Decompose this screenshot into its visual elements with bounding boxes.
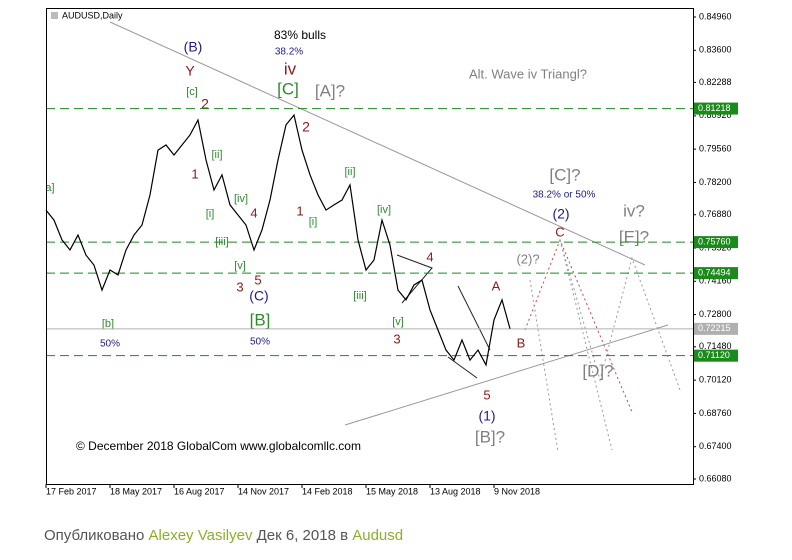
level-label-box bbox=[694, 267, 738, 280]
wave-label: (C) bbox=[249, 288, 268, 304]
level-label: 0.71120 bbox=[698, 350, 730, 360]
projection bbox=[559, 239, 681, 391]
wave-label: [b] bbox=[102, 318, 114, 330]
wave-label: 2 bbox=[302, 119, 310, 135]
wave-label: 38.2% or 50% bbox=[533, 190, 596, 201]
level-label-box bbox=[694, 322, 738, 335]
x-tick-label: 13 Aug 2018 bbox=[430, 486, 481, 496]
wedge bbox=[457, 285, 491, 351]
y-tick-label: 0.76880 bbox=[699, 209, 732, 219]
wave-label: 3 bbox=[236, 279, 243, 294]
y-tick-label: 0.79560 bbox=[699, 144, 732, 154]
y-tick-label: 0.70120 bbox=[699, 375, 732, 385]
wave-label: Alt. Wave iv Triangl? bbox=[469, 66, 587, 81]
level-label: 0.74494 bbox=[698, 267, 731, 277]
wave-label: [ii] bbox=[212, 149, 223, 161]
wedge bbox=[396, 254, 433, 304]
wave-label: C bbox=[555, 224, 564, 239]
level-label-box bbox=[694, 102, 738, 115]
level-label: 0.75760 bbox=[698, 237, 731, 247]
wave-label: [A]? bbox=[315, 81, 345, 100]
x-tick-label: 14 Nov 2017 bbox=[238, 486, 289, 496]
wave-label: Y bbox=[185, 63, 195, 79]
wave-label: [D]? bbox=[582, 361, 613, 380]
wave-label: [c] bbox=[186, 86, 198, 98]
wave-label: 50% bbox=[100, 339, 120, 350]
y-tick-label: 0.68760 bbox=[699, 408, 732, 418]
drawings bbox=[109, 21, 681, 453]
y-tick-label: 0.80920 bbox=[699, 110, 732, 120]
wave-label: (B) bbox=[184, 39, 203, 55]
wedge bbox=[447, 356, 478, 379]
wave-label: [B]? bbox=[475, 427, 505, 446]
y-tick-label: 0.66080 bbox=[699, 473, 732, 483]
y-tick-label: 0.67400 bbox=[699, 441, 732, 451]
y-tick-label: 0.71480 bbox=[699, 341, 732, 351]
y-tick-label: 0.78200 bbox=[699, 177, 732, 187]
projection bbox=[559, 239, 613, 451]
x-tick-label: 14 Feb 2018 bbox=[302, 486, 353, 496]
level-label-box bbox=[694, 349, 738, 362]
wave-label: iv? bbox=[623, 201, 645, 220]
wave-label: [C]? bbox=[549, 165, 580, 184]
wave-label: 1 bbox=[296, 203, 303, 218]
x-tick-label: 9 Nov 2018 bbox=[494, 486, 540, 496]
wave-label: [iv] bbox=[377, 204, 391, 216]
wave-label: [E]? bbox=[619, 227, 649, 246]
wave-label: (2)? bbox=[516, 251, 539, 266]
footer-date: Дек 6, 2018 в bbox=[257, 527, 348, 544]
x-tick-label: 16 Aug 2017 bbox=[174, 486, 225, 496]
symbol-icon bbox=[51, 12, 58, 19]
wave-label: iv bbox=[284, 59, 297, 78]
projection bbox=[529, 279, 559, 453]
wave-label: 5 bbox=[483, 387, 490, 402]
plot-frame bbox=[46, 8, 694, 485]
wave-label: [v] bbox=[392, 316, 404, 328]
lower-trendline bbox=[344, 324, 669, 426]
wave-label: [B] bbox=[250, 310, 271, 329]
level-label: 0.72215 bbox=[698, 323, 731, 333]
wave-label: [C] bbox=[277, 79, 299, 98]
wave-label: [iii] bbox=[353, 290, 366, 302]
wave-label: [iv] bbox=[234, 193, 248, 205]
wave-label: [i] bbox=[309, 216, 318, 228]
wave-label: 3 bbox=[393, 331, 400, 346]
wave-label: 2 bbox=[201, 96, 209, 112]
y-tick-label: 0.84960 bbox=[699, 11, 732, 21]
x-tick-label: 15 May 2018 bbox=[366, 486, 418, 496]
wave-label: (2) bbox=[552, 206, 569, 222]
y-tick-label: 0.82288 bbox=[699, 77, 732, 87]
chart-title: AUDUSD,Daily bbox=[62, 10, 123, 20]
upper-trendline bbox=[109, 21, 646, 266]
wave-label: (1) bbox=[478, 408, 495, 424]
y-tick-label: 0.83600 bbox=[699, 45, 732, 55]
copyright: © December 2018 GlobalCom www.globalcoml… bbox=[76, 439, 361, 453]
footer-author[interactable]: Alexey Vasilyev bbox=[149, 527, 253, 544]
wave-label: a] bbox=[45, 182, 54, 194]
wave-label: 38.2% bbox=[275, 47, 303, 58]
wave-label: 50% bbox=[250, 337, 270, 348]
footer-link[interactable]: Audusd bbox=[352, 527, 403, 544]
wave-label: 5 bbox=[254, 272, 261, 287]
wave-label: A bbox=[492, 278, 501, 293]
wave-label: [i] bbox=[206, 208, 215, 220]
footer-prefix: Опубликовано bbox=[44, 527, 144, 544]
x-tick-label: 17 Feb 2017 bbox=[46, 486, 97, 496]
wave-label: [ii] bbox=[345, 166, 356, 178]
footer: Опубликовано Alexey Vasilyev Дек 6, 2018… bbox=[44, 527, 403, 544]
wave-label: 1 bbox=[191, 166, 198, 181]
wave-label: 4 bbox=[426, 249, 433, 264]
price-line bbox=[45, 113, 511, 367]
wave-label: [v] bbox=[234, 260, 246, 272]
wave-label: 83% bulls bbox=[274, 28, 326, 42]
wave-label: 4 bbox=[250, 205, 257, 220]
x-tick-label: 18 May 2017 bbox=[110, 486, 162, 496]
level-label-box bbox=[694, 236, 738, 249]
y-tick-label: 0.72800 bbox=[699, 309, 732, 319]
level-label: 0.81218 bbox=[698, 103, 731, 113]
y-tick-label: 0.74160 bbox=[699, 276, 732, 286]
wave-label: B bbox=[517, 335, 526, 350]
